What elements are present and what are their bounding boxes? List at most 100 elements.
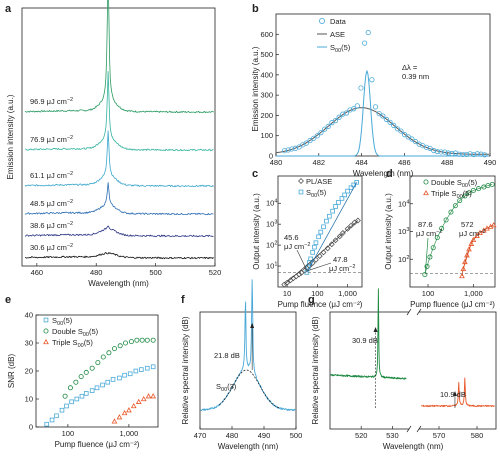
panel-e-s00-point bbox=[100, 382, 105, 388]
panel-d-xlabel: Pump fluence (μJ cm⁻²) bbox=[410, 300, 495, 309]
panel-b-data-point bbox=[398, 128, 404, 134]
panel-c-threshold2-unit: μJ cm−2 bbox=[329, 264, 355, 273]
panel-e-s00-point bbox=[117, 375, 122, 381]
panel-f-spectrum bbox=[200, 279, 296, 412]
panel-c-x-tick-label: 10 bbox=[283, 289, 291, 298]
panel-f-frame bbox=[199, 311, 297, 430]
panel-e-y-tick-label: 30 bbox=[25, 339, 33, 348]
panel-d-triple-point bbox=[490, 222, 497, 228]
panel-d-ylabel: Output intensity (a.u.) bbox=[384, 193, 393, 270]
panel-d-triple-point bbox=[474, 232, 480, 238]
panel-e-y-tick-label: 40 bbox=[25, 311, 33, 320]
panel-b-data-point bbox=[321, 126, 328, 132]
panel-c-s00-point bbox=[354, 180, 359, 185]
panel-b-data-point bbox=[474, 151, 480, 157]
panel-b-data-point bbox=[391, 122, 397, 128]
panel-label-d: d bbox=[386, 168, 393, 180]
panel-e-legend-s00-marker bbox=[43, 317, 49, 323]
panel-b-data-point bbox=[434, 148, 440, 155]
panel-e-double-point bbox=[106, 350, 112, 356]
panel-g-axis-break-mark bbox=[406, 425, 412, 433]
panel-b-s00-line bbox=[276, 70, 489, 157]
panel-b-data-point bbox=[402, 132, 408, 138]
panel-b-data-point bbox=[361, 40, 368, 46]
panel-e-double-point bbox=[150, 337, 156, 343]
panel-c-s00-point bbox=[316, 234, 321, 240]
panel-f-x-tick-label: 480 bbox=[226, 431, 239, 440]
panel-g-axis-break-gap bbox=[409, 426, 419, 432]
panel-e-s00-point bbox=[89, 388, 95, 393]
panel-g-xlabel: Wavelength (nm) bbox=[383, 442, 444, 451]
panel-e-s00-point bbox=[127, 371, 133, 377]
panel-b-data-point bbox=[442, 149, 448, 155]
panel-b-data-point bbox=[456, 151, 462, 157]
panel-d-double-point bbox=[448, 209, 454, 215]
panel-d-triple-point bbox=[459, 272, 465, 279]
panel-e-legend-double: Double S00(5) bbox=[52, 327, 99, 338]
panel-e-double-point bbox=[100, 354, 106, 360]
panel-b-data-point bbox=[318, 130, 324, 136]
panel-d-double-point bbox=[470, 188, 476, 194]
panel-d-double-point bbox=[476, 186, 482, 192]
panel-a-series-2 bbox=[24, 71, 214, 152]
panel-a-series-6 bbox=[24, 252, 214, 260]
panel-e-double-point bbox=[95, 360, 101, 366]
panel-d-legend-double: Double S00(5) bbox=[431, 178, 478, 189]
panel-c-s00-fit bbox=[306, 182, 358, 273]
panel-g-x-tick-label: 530 bbox=[386, 431, 399, 440]
panel-b-data-point bbox=[358, 85, 364, 91]
panel-c-pl-point bbox=[293, 273, 300, 280]
panel-b-data-point bbox=[303, 140, 309, 146]
panel-c-s00-point bbox=[330, 208, 335, 214]
panel-e-double-point bbox=[111, 346, 117, 352]
panel-a-series-label: 48.5 μJ cm−2 bbox=[30, 199, 73, 208]
panel-a-series-label: 38.6 μJ cm−2 bbox=[30, 221, 73, 230]
panel-c-s00-point bbox=[336, 200, 341, 205]
panel-e-triple-point bbox=[111, 418, 118, 424]
panel-e-triple-point bbox=[145, 393, 152, 399]
panel-c-x-tick-label: 1,000 bbox=[338, 289, 357, 298]
panel-b-x-tick-label: 482 bbox=[313, 158, 326, 167]
panel-c-pl-point bbox=[344, 225, 351, 232]
panel-b-data-point bbox=[332, 118, 339, 124]
panel-d-triple-point bbox=[468, 240, 475, 246]
panel-b-data-point bbox=[438, 149, 444, 155]
panel-e-x-tick-label: 100 bbox=[62, 429, 75, 438]
panel-f-ylabel: Relative spectral intensity (dB) bbox=[181, 316, 190, 424]
panel-e-double-point bbox=[144, 337, 150, 343]
panel-b-data-point bbox=[369, 77, 375, 83]
panel-f-x-tick-label: 470 bbox=[194, 431, 207, 440]
panel-b-data-point bbox=[412, 138, 419, 145]
panel-a-series-4 bbox=[24, 182, 214, 216]
panel-b-y-tick-label: 600 bbox=[260, 30, 273, 39]
panel-d-double-point bbox=[466, 190, 472, 196]
panel-c-threshold1-pointer bbox=[296, 249, 308, 271]
panel-a-series-5 bbox=[24, 225, 214, 238]
panel-b-data-point bbox=[372, 104, 379, 110]
panel-b-data-point bbox=[463, 151, 470, 158]
panel-b-x-tick-label: 490 bbox=[484, 158, 497, 167]
panel-a-ylabel: Emission intensity (a.u.) bbox=[6, 94, 15, 179]
panel-d-legend-triple: Triple S00(5) bbox=[431, 189, 472, 200]
panel-c-s00-point bbox=[313, 240, 319, 246]
panel-d-triple-point bbox=[477, 229, 483, 235]
panel-c-pl-point bbox=[354, 217, 361, 224]
panel-e-legend-double-marker bbox=[43, 328, 49, 334]
panel-g-axis-break-mark bbox=[406, 308, 412, 316]
panel-d-x-tick-label: 100 bbox=[422, 289, 435, 298]
panel-d-x-tick-label: 1,000 bbox=[464, 289, 483, 298]
panel-d-double-point bbox=[424, 263, 430, 269]
panel-b-data-point bbox=[409, 136, 415, 142]
panel-e-triple-point bbox=[121, 409, 128, 416]
panel-g-annotation-orange: 10.9 dB bbox=[440, 390, 466, 399]
panel-a-frame bbox=[21, 7, 216, 267]
panel-b-data-point bbox=[449, 150, 455, 157]
panel-b-data-point bbox=[431, 147, 437, 154]
panel-d-y-tick-label: 104 bbox=[398, 199, 409, 208]
panel-b-y-tick-label: 200 bbox=[260, 111, 273, 120]
panel-e-double-point bbox=[78, 374, 84, 380]
panel-d-triple-point bbox=[460, 265, 467, 272]
panel-c-s00-point bbox=[312, 244, 317, 250]
panel-c-x-tick-label: 100 bbox=[311, 289, 324, 298]
panel-b-data-point bbox=[347, 107, 353, 113]
